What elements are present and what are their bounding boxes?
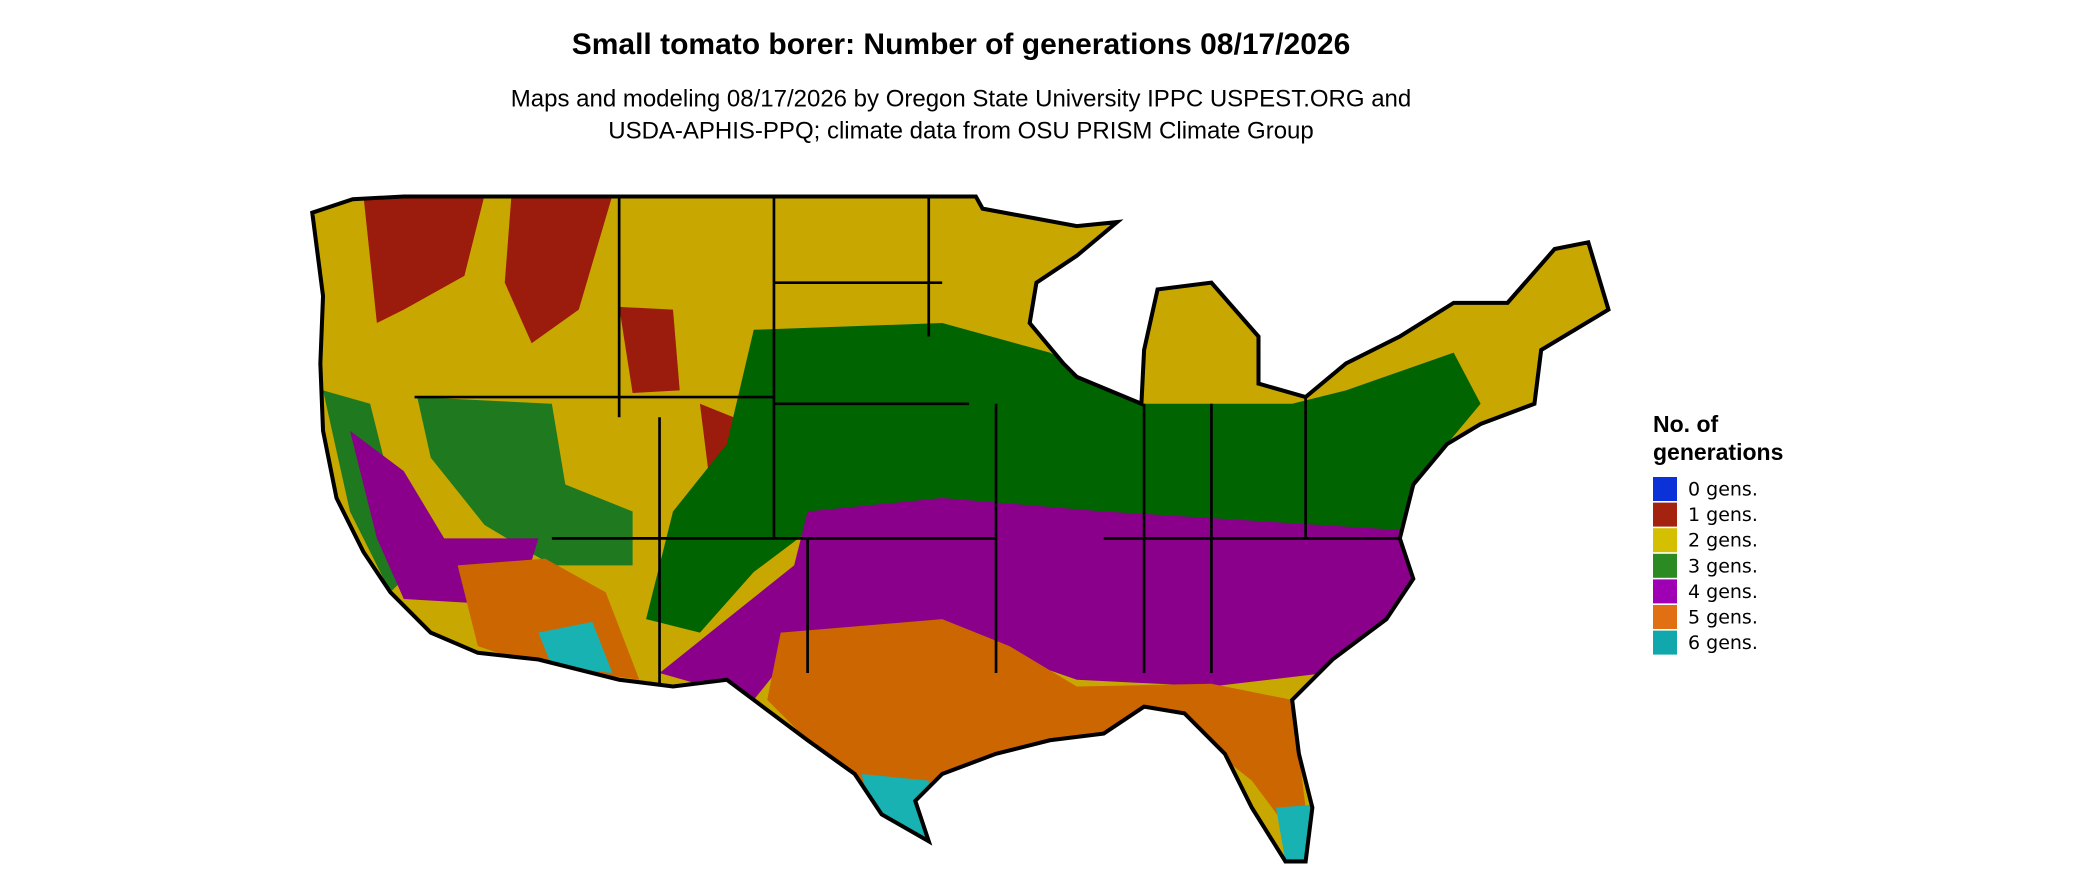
legend-swatch <box>1653 605 1677 629</box>
legend-label: 0 gens. <box>1688 479 1758 501</box>
legend-label: 4 gens. <box>1688 581 1758 603</box>
legend-title: No. of <box>1653 411 1718 437</box>
legend-swatch <box>1653 477 1677 501</box>
legend: 0 gens. 1 gens. 2 gens. 3 gens. 4 gens. 5 gen… <box>1653 477 1758 655</box>
legend-label: 1 gens. <box>1688 504 1758 526</box>
map-subtitle: USDA-APHIS-PPQ; climate data from OSU PR… <box>608 117 1314 144</box>
us-map <box>296 175 1642 888</box>
legend-label: 3 gens. <box>1688 555 1758 577</box>
map-title: Small tomato borer: Number of generation… <box>572 28 1351 61</box>
legend-label: 6 gens. <box>1688 632 1758 654</box>
legend-title: generations <box>1653 439 1783 465</box>
legend-label: 2 gens. <box>1688 530 1758 552</box>
legend-swatch <box>1653 630 1677 655</box>
legend-swatch <box>1653 553 1677 578</box>
legend-swatch <box>1653 579 1677 604</box>
legend-swatch <box>1653 502 1677 527</box>
legend-label: 5 gens. <box>1688 607 1758 629</box>
legend-swatch <box>1653 528 1677 553</box>
map-subtitle: Maps and modeling 08/17/2026 by Oregon S… <box>511 85 1411 112</box>
